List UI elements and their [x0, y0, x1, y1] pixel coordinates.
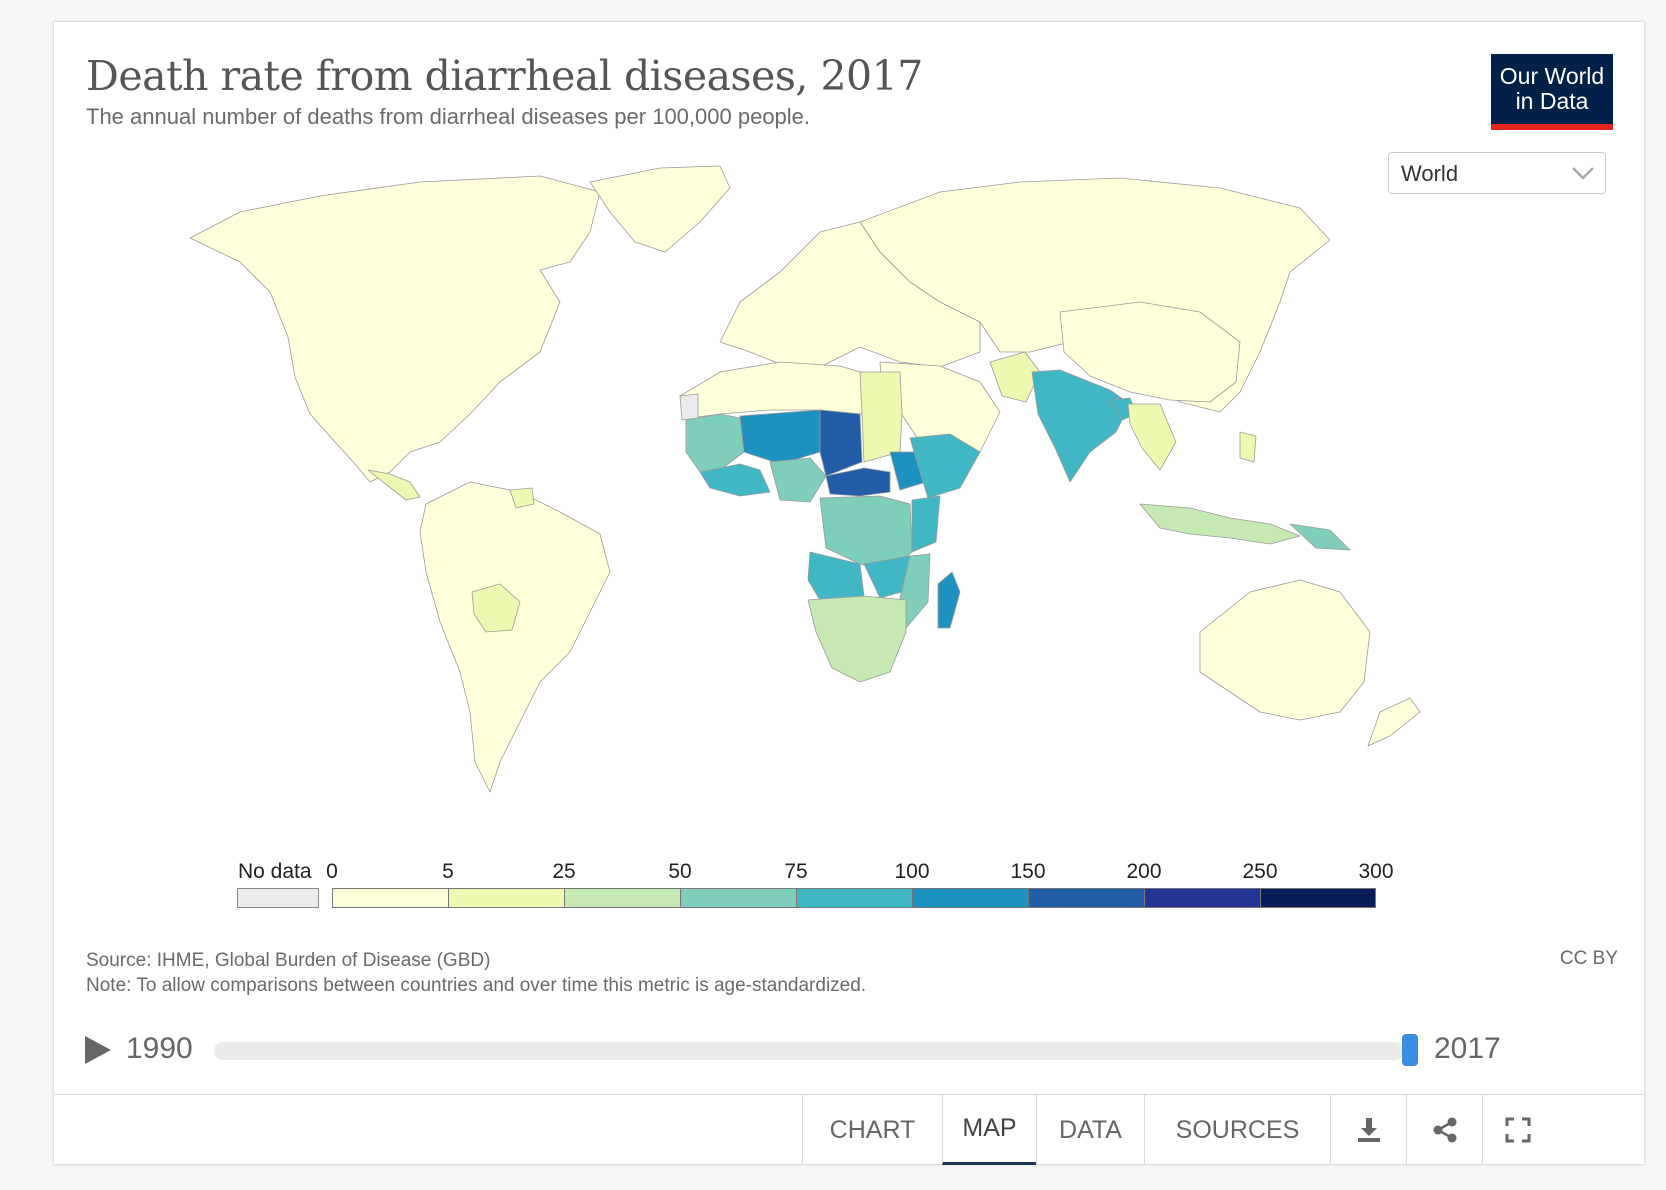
region-select-value: World	[1401, 161, 1459, 186]
legend-tick-label: 50	[668, 860, 692, 883]
map-region-mali-niger[interactable]	[739, 409, 821, 465]
legend-bin[interactable]	[1260, 888, 1376, 908]
map-region-png[interactable]	[1289, 523, 1351, 551]
map-region-sudan[interactable]	[859, 371, 903, 463]
legend-tick-label: 100	[894, 860, 930, 883]
timeline: 1990 2017	[82, 1032, 1622, 1072]
map-region-india[interactable]	[1031, 369, 1131, 483]
chart-subtitle: The annual number of deaths from diarrhe…	[86, 104, 811, 129]
legend-tick-label: 300	[1358, 860, 1394, 883]
map-region-bolivia[interactable]	[471, 583, 521, 633]
legend-bin[interactable]	[912, 888, 1028, 908]
legend-bin[interactable]	[332, 888, 448, 908]
legend-bin[interactable]	[448, 888, 564, 908]
legend-tick-label: 75	[784, 860, 808, 883]
map-region-pakistan-afg[interactable]	[989, 351, 1041, 403]
share-button[interactable]	[1406, 1095, 1482, 1165]
map-region-guyana[interactable]	[509, 487, 535, 509]
timeline-track[interactable]	[214, 1042, 1404, 1060]
source-text: Source: IHME, Global Burden of Disease (…	[86, 950, 491, 971]
map-region-car[interactable]	[825, 467, 891, 497]
map-region-western-sahara[interactable]	[679, 393, 699, 421]
legend-bin[interactable]	[1144, 888, 1260, 908]
map-region-madagascar[interactable]	[937, 571, 961, 629]
timeline-end-year: 2017	[1434, 1032, 1501, 1065]
region-select[interactable]: World	[1388, 152, 1606, 194]
map-region-east-africa[interactable]	[911, 495, 941, 553]
map-region-se-asia[interactable]	[1127, 403, 1177, 471]
tab-map[interactable]: MAP	[942, 1095, 1036, 1165]
logo-line-2: in Data	[1515, 88, 1589, 114]
chart-card: Death rate from diarrheal diseases, 2017…	[54, 22, 1644, 1165]
legend-no-data-swatch	[237, 888, 319, 908]
legend-tick-label: 200	[1126, 860, 1162, 883]
map-region-australia[interactable]	[1199, 579, 1371, 721]
play-icon[interactable]	[82, 1034, 114, 1066]
timeline-handle[interactable]	[1402, 1034, 1418, 1066]
legend-no-data-label: No data	[238, 860, 312, 883]
legend-tick-label: 25	[552, 860, 576, 883]
timeline-start-year: 1990	[126, 1032, 193, 1065]
legend-bin[interactable]	[680, 888, 796, 908]
map-region-indonesia[interactable]	[1139, 503, 1301, 545]
map-region-mozambique[interactable]	[899, 553, 931, 629]
map-region-southern-africa[interactable]	[807, 595, 907, 683]
logo-line-1: Our World	[1499, 63, 1605, 89]
tab-chart[interactable]: CHART	[802, 1095, 942, 1165]
legend-tick-label: 250	[1242, 860, 1278, 883]
source-note: Source: IHME, Global Burden of Disease (…	[86, 948, 866, 998]
fullscreen-icon	[1505, 1117, 1531, 1143]
download-button[interactable]	[1330, 1095, 1406, 1165]
legend-tick-label: 5	[442, 860, 454, 883]
map-region-china[interactable]	[1059, 301, 1241, 403]
tab-data[interactable]: DATA	[1036, 1095, 1144, 1165]
legend-bin[interactable]	[796, 888, 912, 908]
legend-tick-label: 150	[1010, 860, 1046, 883]
chart-title: Death rate from diarrheal diseases, 2017	[86, 52, 923, 100]
legend-tick-label: 0	[326, 860, 338, 883]
license-link[interactable]: CC BY	[1559, 948, 1618, 969]
map-region-chad[interactable]	[819, 409, 863, 477]
legend-bin[interactable]	[1028, 888, 1144, 908]
map-region-south-america[interactable]	[419, 481, 611, 793]
world-map	[189, 165, 1421, 793]
map-region-new-zealand[interactable]	[1367, 697, 1421, 747]
color-legend: No data 0 5 25 50 75 100 150 200 250 300	[54, 22, 1644, 922]
map-region-horn[interactable]	[909, 433, 981, 499]
share-icon	[1433, 1117, 1456, 1143]
map-region-philippines[interactable]	[1239, 431, 1257, 463]
map-region-north-africa[interactable]	[679, 361, 893, 419]
fullscreen-button[interactable]	[1482, 1095, 1644, 1165]
tab-bar: CHART MAP DATA SOURCES	[54, 1094, 1644, 1165]
map-region-sahel-west[interactable]	[685, 413, 745, 473]
map-region-greenland[interactable]	[589, 165, 731, 253]
map-region-nigeria[interactable]	[769, 457, 827, 503]
map-region-west-coast[interactable]	[699, 463, 771, 497]
chevron-down-icon	[1572, 167, 1594, 180]
map-region-north-america[interactable]	[189, 175, 601, 483]
map-region-central-america[interactable]	[367, 469, 421, 501]
note-text: Note: To allow comparisons between count…	[86, 975, 867, 996]
tab-sources[interactable]: SOURCES	[1144, 1095, 1330, 1165]
download-icon	[1357, 1118, 1380, 1142]
legend-bin[interactable]	[564, 888, 680, 908]
owid-logo[interactable]: Our World in Data	[1491, 54, 1613, 130]
